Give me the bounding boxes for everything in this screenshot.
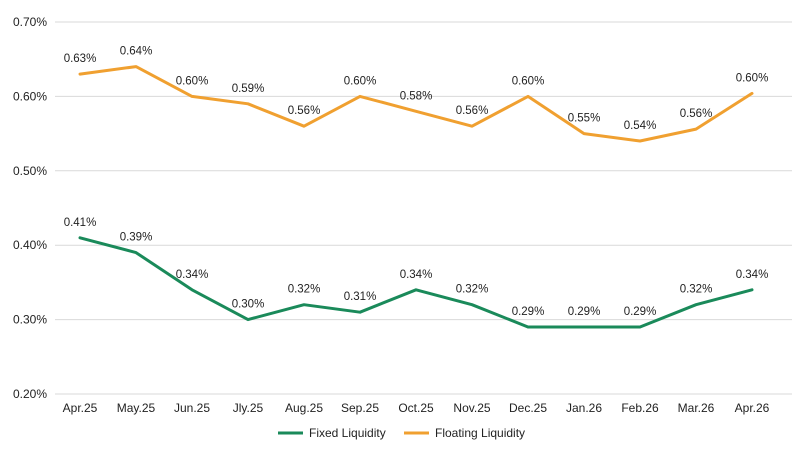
x-tick-label: Dec.25	[509, 401, 547, 415]
x-tick-label: Sep.25	[341, 401, 379, 415]
x-tick-label: Jan.26	[566, 401, 602, 415]
data-label: 0.32%	[288, 284, 321, 296]
series-line-floating-liquidity	[78, 65, 754, 143]
y-tick-label: 0.50%	[13, 164, 47, 178]
data-label: 0.34%	[176, 269, 209, 281]
data-label: 0.41%	[64, 217, 97, 229]
x-axis: Apr.25 May.25 Jun.25 Jly.25 Aug.25 Sep.25 Oct.…	[63, 401, 770, 415]
data-label: 0.56%	[456, 105, 489, 117]
x-tick-label: Jun.25	[174, 401, 210, 415]
y-tick-label: 0.40%	[13, 238, 47, 252]
data-label: 0.55%	[568, 113, 601, 125]
grid-layer	[55, 21, 792, 395]
y-tick-label: 0.20%	[13, 387, 47, 401]
series-line-fixed-liquidity	[78, 236, 754, 329]
x-tick-label: Jly.25	[233, 401, 264, 415]
data-label: 0.32%	[680, 284, 713, 296]
x-tick-label: Feb.26	[621, 401, 659, 415]
data-label: 0.56%	[680, 108, 713, 120]
data-label: 0.63%	[64, 53, 97, 65]
x-tick-label: Aug.25	[285, 401, 323, 415]
data-label: 0.34%	[736, 269, 769, 281]
data-label: 0.54%	[624, 120, 657, 132]
data-label: 0.29%	[512, 306, 545, 318]
data-label: 0.56%	[288, 105, 321, 117]
data-label: 0.34%	[400, 269, 433, 281]
data-labels: 0.41% 0.39% 0.34% 0.30% 0.32% 0.31% 0.34% 0.32%…	[64, 46, 769, 318]
y-axis: 0.20% 0.30% 0.40% 0.50% 0.60% 0.70%	[13, 15, 47, 401]
x-tick-label: Apr.25	[63, 401, 98, 415]
data-label: 0.32%	[456, 284, 489, 296]
y-tick-label: 0.60%	[13, 89, 47, 103]
data-label: 0.39%	[120, 232, 153, 244]
y-tick-label: 0.70%	[13, 15, 47, 29]
data-label: 0.60%	[736, 72, 769, 84]
legend-item-floating-liquidity: Floating Liquidity	[404, 426, 525, 440]
legend: Fixed Liquidity Floating Liquidity	[278, 426, 525, 440]
data-label: 0.59%	[232, 83, 265, 95]
legend-label: Floating Liquidity	[435, 426, 525, 440]
x-tick-label: Oct.25	[398, 401, 434, 415]
y-tick-label: 0.30%	[13, 313, 47, 327]
data-label: 0.60%	[176, 75, 209, 87]
data-label: 0.60%	[512, 75, 545, 87]
series-layer	[78, 65, 754, 329]
data-label: 0.29%	[624, 306, 657, 318]
data-label: 0.60%	[344, 75, 377, 87]
data-label: 0.30%	[232, 299, 265, 311]
x-tick-label: May.25	[117, 401, 156, 415]
x-tick-label: Apr.26	[735, 401, 770, 415]
legend-label: Fixed Liquidity	[309, 426, 386, 440]
x-tick-label: Nov.25	[453, 401, 490, 415]
x-tick-label: Mar.26	[678, 401, 715, 415]
data-label: 0.31%	[344, 291, 377, 303]
legend-item-fixed-liquidity: Fixed Liquidity	[278, 426, 386, 440]
data-label: 0.58%	[400, 90, 433, 102]
data-label: 0.64%	[120, 46, 153, 58]
data-label: 0.29%	[568, 306, 601, 318]
